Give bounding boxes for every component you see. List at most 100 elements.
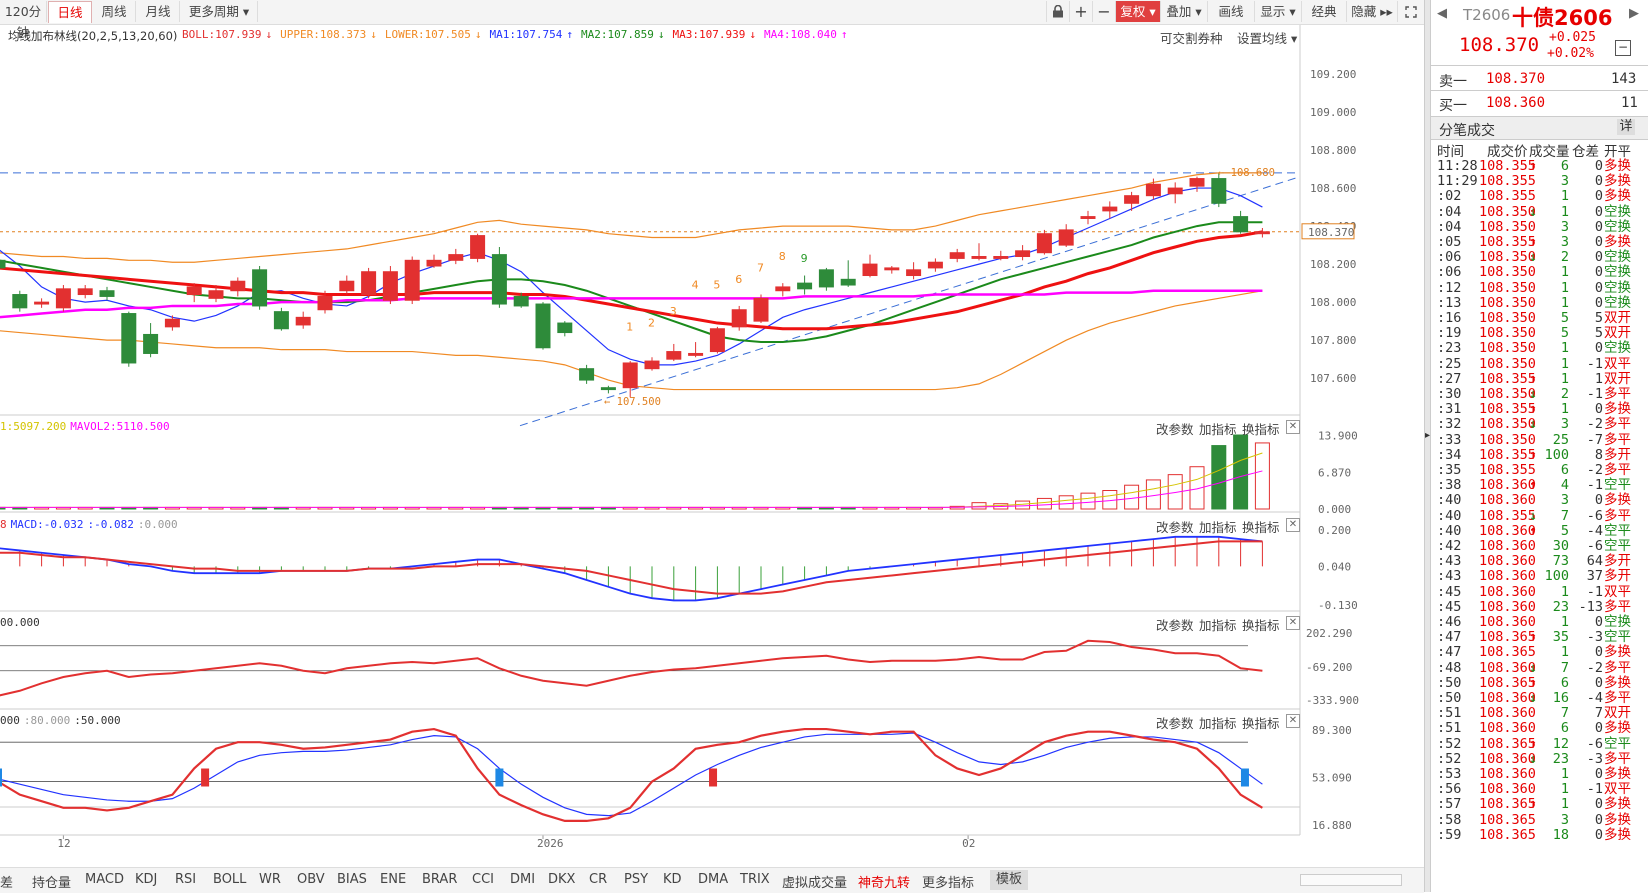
vol-edit-params-button[interactable]: 改参数 — [1156, 422, 1194, 437]
close-icon[interactable]: ✕ — [1286, 518, 1300, 532]
tab-20[interactable]: 神奇九转 — [858, 876, 911, 891]
tick-oi-change: 8 — [1594, 446, 1603, 463]
tab-3[interactable]: KDJ — [135, 872, 158, 887]
hide-button[interactable]: 隐藏 ▸▸ — [1346, 1, 1397, 22]
tick-type: 多换 — [1604, 796, 1631, 813]
close-icon[interactable]: ✕ — [1286, 714, 1300, 728]
tick-type: 多平 — [1604, 598, 1631, 615]
tab-19[interactable]: 虚拟成交量 — [782, 876, 848, 891]
cci-add-indicator-button[interactable]: 加指标 — [1199, 618, 1237, 633]
lock-icon[interactable] — [1046, 1, 1069, 22]
close-icon[interactable]: ✕ — [1286, 616, 1300, 630]
tab-15[interactable]: PSY — [624, 872, 649, 887]
ticks-list[interactable]: 11:28 108.355 ↑ 6 0 多换 11:29 108.355 3 0 多换:02 108.… — [1431, 158, 1648, 892]
tick-dir-icon: ↓ — [1529, 386, 1538, 402]
tick-oi-change: -6 — [1586, 507, 1603, 524]
deliverable-bonds-button[interactable]: 可交割券种 — [1160, 31, 1223, 46]
tab-6[interactable]: WR — [259, 872, 281, 887]
tab-11[interactable]: CCI — [472, 872, 494, 887]
tab-2[interactable]: MACD — [85, 872, 124, 887]
tick-row: :02 108.355 1 0 多换 — [1431, 188, 1648, 204]
kline-chart[interactable]: 109.200109.000108.800108.600108.400108.2… — [0, 25, 1424, 867]
tab-120min[interactable]: 120分钟 — [0, 1, 47, 40]
tab-12[interactable]: DMI — [510, 872, 536, 887]
set-ma-button[interactable]: 设置均线 ▾ — [1237, 31, 1298, 46]
close-icon[interactable]: ✕ — [1286, 420, 1300, 434]
macd-add-indicator-button[interactable]: 加指标 — [1199, 520, 1237, 535]
kdj-edit-params-button[interactable]: 改参数 — [1156, 716, 1194, 731]
detail-button[interactable]: 详 — [1617, 119, 1635, 135]
tick-price: 108.350 — [1479, 310, 1536, 326]
tab-more-periods[interactable]: 更多周期 ▾ — [181, 1, 258, 22]
tab-21[interactable]: 更多指标 — [922, 876, 975, 891]
tab-1[interactable]: 持仓量 — [32, 876, 72, 891]
scrollbar[interactable] — [1300, 874, 1402, 886]
tick-price: 108.360 — [1479, 690, 1536, 706]
tick-oi-change: -2 — [1586, 462, 1603, 478]
tick-volume: 18 — [1552, 826, 1569, 843]
zoom-in-icon[interactable]: + — [1069, 1, 1092, 22]
tab-13[interactable]: DKX — [548, 872, 576, 887]
collapse-icon[interactable]: − — [1615, 40, 1631, 56]
tab-10[interactable]: BRAR — [422, 872, 458, 887]
tick-time: :51 — [1437, 705, 1462, 722]
buy1-label: 买一 — [1439, 98, 1467, 114]
tick-oi-change: 0 — [1594, 264, 1603, 281]
tab-18[interactable]: TRIX — [740, 872, 770, 887]
adjust-rights-button[interactable]: 复权 ▾ — [1115, 1, 1160, 22]
tab-22[interactable]: 模板 — [990, 870, 1029, 890]
classic-button[interactable]: 经典 — [1301, 1, 1346, 22]
tick-time: :40 — [1437, 522, 1462, 539]
tab-4[interactable]: RSI — [175, 872, 197, 887]
tab-7[interactable]: OBV — [297, 872, 325, 887]
panel-splitter[interactable]: ▸ — [1424, 0, 1431, 892]
col-time: 时间 — [1437, 144, 1464, 160]
collapse-arrow-icon[interactable]: ▸ — [1425, 430, 1431, 441]
tab-17[interactable]: DMA — [698, 872, 729, 887]
overlay-button[interactable]: 叠加 ▾ — [1160, 1, 1207, 22]
display-button[interactable]: 显示 ▾ — [1254, 1, 1301, 22]
cci-legend: 00.000 — [0, 616, 44, 629]
fullscreen-icon[interactable] — [1397, 1, 1424, 22]
candle-body — [339, 280, 355, 292]
candle-body — [775, 286, 791, 292]
cci-switch-indicator-button[interactable]: 换指标 — [1242, 618, 1280, 633]
tab-weekly[interactable]: 周线 — [93, 1, 136, 22]
kdj-y-tick: 89.300 — [1312, 724, 1352, 737]
kdj-add-indicator-button[interactable]: 加指标 — [1199, 716, 1237, 731]
tick-time: :06 — [1437, 264, 1462, 281]
vol-add-indicator-button[interactable]: 加指标 — [1199, 422, 1237, 437]
volume-bar — [1058, 495, 1074, 510]
tab-5[interactable]: BOLL — [213, 872, 247, 887]
tick-volume: 2 — [1560, 386, 1569, 402]
macd-edit-params-button[interactable]: 改参数 — [1156, 520, 1194, 535]
legend-arrow-icon: ↓ — [749, 28, 756, 41]
tick-row: :06 108.350 1 0 空换 — [1431, 264, 1648, 280]
tick-row: :04 108.350 3 0 空换 — [1431, 219, 1648, 235]
candle-body — [77, 288, 93, 296]
tab-14[interactable]: CR — [589, 872, 608, 887]
tick-oi-change: 0 — [1594, 674, 1603, 691]
cci-edit-params-button[interactable]: 改参数 — [1156, 618, 1194, 633]
draw-line-button[interactable]: 画线 — [1207, 1, 1254, 22]
tick-price: 108.355 — [1479, 462, 1536, 478]
vol-switch-indicator-button[interactable]: 换指标 — [1242, 422, 1280, 437]
legend-item: :-0.082 — [87, 518, 134, 531]
next-contract-icon[interactable]: ▶ — [1629, 6, 1639, 21]
prev-contract-icon[interactable]: ◀ — [1437, 6, 1447, 21]
tick-dir-icon: ↑ — [1529, 674, 1538, 691]
candle-body — [55, 288, 71, 309]
candle-body — [1036, 233, 1052, 254]
candle-body — [382, 271, 398, 301]
tab-0[interactable]: 差 — [0, 876, 14, 891]
tab-daily[interactable]: 日线 — [48, 1, 92, 23]
macd-switch-indicator-button[interactable]: 换指标 — [1242, 520, 1280, 535]
zoom-out-icon[interactable]: − — [1092, 1, 1115, 22]
tick-type: 多换 — [1604, 401, 1631, 418]
tick-volume: 1 — [1560, 583, 1569, 600]
tab-monthly[interactable]: 月线 — [137, 1, 180, 22]
kdj-switch-indicator-button[interactable]: 换指标 — [1242, 716, 1280, 731]
tab-8[interactable]: BIAS — [337, 872, 367, 887]
tab-16[interactable]: KD — [663, 872, 682, 887]
tab-9[interactable]: ENE — [380, 872, 407, 887]
